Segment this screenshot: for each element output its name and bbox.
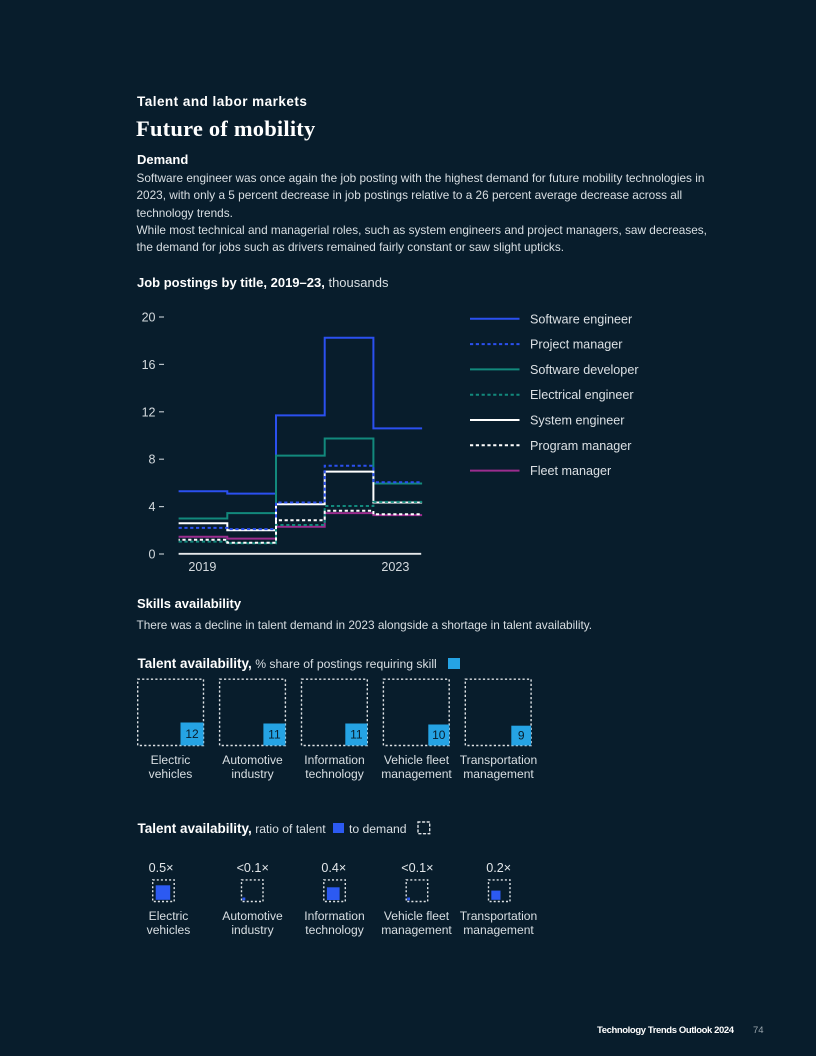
svg-text:0: 0	[149, 548, 156, 562]
svg-text:Software developer: Software developer	[530, 363, 639, 377]
svg-text:Project manager: Project manager	[530, 338, 622, 352]
svg-text:<0.1×: <0.1×	[401, 861, 433, 875]
svg-text:16: 16	[142, 358, 156, 372]
svg-text:2023: 2023	[381, 560, 409, 574]
svg-text:0.5×: 0.5×	[149, 861, 174, 875]
svg-text:0.2×: 0.2×	[486, 861, 511, 875]
svg-text:Fleet manager: Fleet manager	[530, 464, 611, 478]
svg-text:Electrical engineer: Electrical engineer	[530, 388, 634, 402]
svg-text:0.4×: 0.4×	[321, 861, 346, 875]
svg-text:8: 8	[149, 453, 156, 467]
svg-text:9: 9	[518, 728, 525, 742]
svg-text:10: 10	[432, 728, 446, 742]
svg-text:11: 11	[350, 727, 363, 741]
svg-text:2019: 2019	[188, 560, 216, 574]
svg-text:4: 4	[149, 500, 156, 514]
svg-text:12: 12	[142, 406, 156, 420]
svg-text:System engineer: System engineer	[530, 414, 625, 428]
svg-text:20: 20	[142, 311, 156, 325]
svg-text:<0.1×: <0.1×	[237, 861, 269, 875]
svg-text:Program manager: Program manager	[530, 439, 632, 453]
svg-text:Software engineer: Software engineer	[530, 312, 632, 326]
svg-text:11: 11	[268, 727, 281, 741]
svg-text:12: 12	[185, 727, 199, 741]
